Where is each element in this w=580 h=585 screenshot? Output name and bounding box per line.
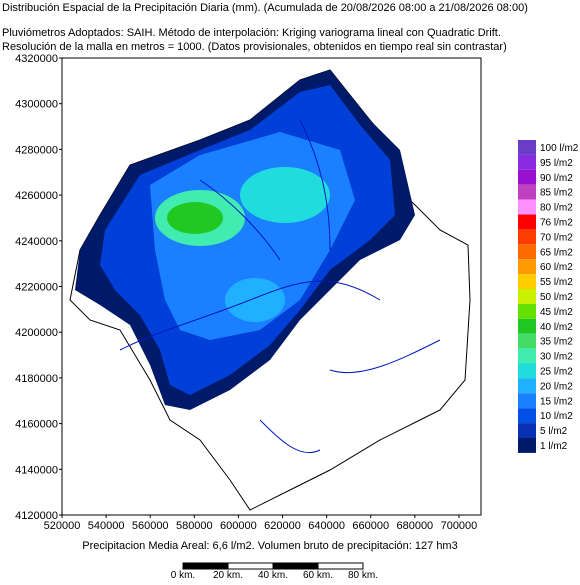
legend-swatch xyxy=(518,244,536,260)
y-tick-label: 4300000 xyxy=(15,99,58,111)
legend-swatch xyxy=(518,378,536,394)
legend-swatch xyxy=(518,229,536,245)
legend-label: 20 l/m2 xyxy=(540,381,573,392)
scale-label: 20 km. xyxy=(213,570,243,580)
scale-label: 0 km. xyxy=(171,570,195,580)
legend-swatch xyxy=(518,408,536,424)
scale-label: 60 km. xyxy=(303,570,333,580)
legend-swatch xyxy=(518,289,536,304)
y-tick-label: 4200000 xyxy=(15,327,58,339)
legend-label: 90 l/m2 xyxy=(540,173,573,184)
legend-label: 10 l/m2 xyxy=(540,411,573,422)
legend-label: 85 l/m2 xyxy=(540,188,573,199)
footer-summary: Precipitacion Media Areal: 6,6 l/m2. Vol… xyxy=(82,540,457,552)
y-tick-label: 4240000 xyxy=(15,236,58,248)
map-area xyxy=(61,57,482,516)
scale-segment xyxy=(317,562,364,570)
legend-swatch xyxy=(518,140,536,155)
legend-label: 55 l/m2 xyxy=(540,277,573,288)
legend-label: 65 l/m2 xyxy=(540,247,573,258)
x-tick-label: 660000 xyxy=(352,520,389,532)
legend-label: 45 l/m2 xyxy=(540,307,573,318)
y-tick-label: 4220000 xyxy=(15,282,58,294)
x-tick-label: 560000 xyxy=(132,520,169,532)
legend-swatch xyxy=(518,259,536,275)
rain-20 xyxy=(225,278,285,322)
legend-swatch xyxy=(518,318,536,334)
y-tick-label: 4180000 xyxy=(15,373,58,385)
legend-swatch xyxy=(518,348,536,364)
scale-segment xyxy=(182,562,229,570)
y-tick-label: 4120000 xyxy=(15,510,58,522)
scale-label: 80 km. xyxy=(348,570,378,580)
legend-label: 80 l/m2 xyxy=(540,203,573,214)
legend-label: 60 l/m2 xyxy=(540,262,573,273)
y-tick-label: 4160000 xyxy=(15,419,58,431)
legend-label: 30 l/m2 xyxy=(540,352,573,363)
legend-label: 95 l/m2 xyxy=(540,158,573,169)
legend-label: 40 l/m2 xyxy=(540,322,573,333)
rain-40 xyxy=(167,202,223,234)
scale-segment xyxy=(272,562,319,570)
legend-swatch xyxy=(518,274,536,289)
scale-segment xyxy=(227,562,274,570)
y-tick-label: 4260000 xyxy=(15,190,58,202)
x-tick-label: 640000 xyxy=(308,520,345,532)
subtitle: Pluviómetros Adoptados: SAIH. Método de … xyxy=(2,27,501,39)
legend-swatch xyxy=(518,363,536,379)
x-tick-label: 680000 xyxy=(396,520,433,532)
legend-label: 70 l/m2 xyxy=(540,232,573,243)
river xyxy=(119,119,381,351)
legend-label: 50 l/m2 xyxy=(540,292,573,303)
legend-label: 5 l/m2 xyxy=(540,426,568,437)
rain-25 xyxy=(240,167,330,223)
scale-bar: 0 km. 20 km. 40 km. 60 km. 80 km. xyxy=(171,562,378,581)
axes: 4120000 4140000 4160000 4180000 4200000 42200… xyxy=(15,53,477,532)
legend-label: 76 l/m2 xyxy=(540,218,573,229)
y-tick-label: 4280000 xyxy=(15,144,58,156)
river xyxy=(259,339,441,454)
legend-swatch xyxy=(518,214,536,230)
legend-label: 1 l/m2 xyxy=(540,441,568,452)
legend-swatch xyxy=(518,393,536,409)
legend-swatch xyxy=(518,184,536,200)
x-tick-label: 520000 xyxy=(44,520,81,532)
title: Distribución Espacial de la Precipitació… xyxy=(2,2,528,14)
y-tick-label: 4320000 xyxy=(15,53,58,65)
legend: 100 l/m2 95 l/m2 90 l/m2 85 l/m2 80 l/m2 76 l… xyxy=(518,140,579,453)
x-tick-label: 600000 xyxy=(220,520,257,532)
scale-label: 40 km. xyxy=(258,570,288,580)
legend-swatch xyxy=(518,199,536,215)
subtitle: Resolución de la malla en metros = 1000.… xyxy=(2,41,507,53)
legend-label: 35 l/m2 xyxy=(540,337,573,348)
x-tick-label: 580000 xyxy=(176,520,213,532)
legend-label: 100 l/m2 xyxy=(540,143,579,154)
legend-swatch xyxy=(518,154,536,170)
legend-swatch xyxy=(518,169,536,185)
legend-swatch xyxy=(518,333,536,349)
legend-swatch xyxy=(518,423,536,438)
x-tick-label: 540000 xyxy=(88,520,125,532)
y-tick-label: 4140000 xyxy=(15,464,58,476)
x-tick-label: 620000 xyxy=(264,520,301,532)
x-tick-label: 700000 xyxy=(441,520,478,532)
legend-label: 15 l/m2 xyxy=(540,396,573,407)
legend-swatch xyxy=(518,303,536,319)
legend-label: 25 l/m2 xyxy=(540,367,573,378)
legend-swatch xyxy=(518,438,536,453)
